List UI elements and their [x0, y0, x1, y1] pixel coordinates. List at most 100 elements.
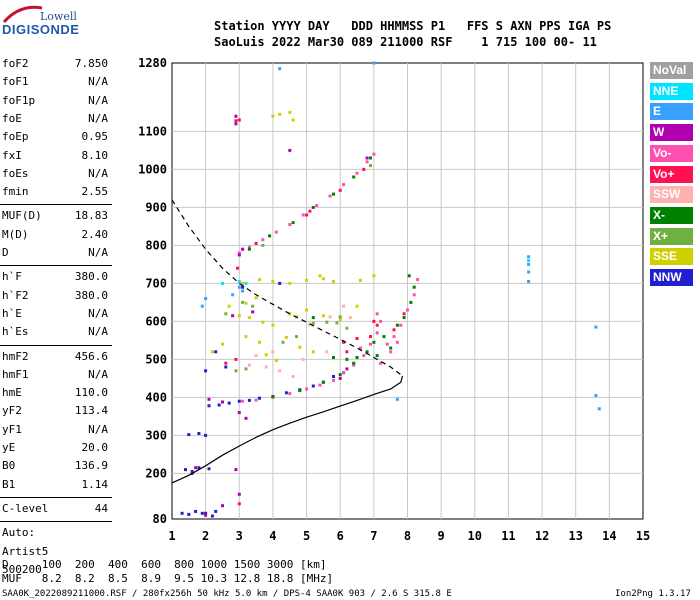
echo-point: [295, 335, 298, 339]
param-value: 0.95: [81, 130, 109, 144]
echo-point: [234, 119, 238, 123]
param-he: h`E N/A: [2, 307, 108, 323]
echo-point: [395, 397, 399, 401]
echo-point: [362, 354, 366, 358]
echo-point: [237, 502, 241, 506]
param-foe: foE N/A: [2, 112, 108, 128]
param-hme: hmE 110.0: [2, 386, 108, 402]
echo-point: [244, 416, 248, 420]
echo-point: [389, 350, 393, 354]
x-tick-label: 15: [636, 529, 650, 543]
param-fof1: foF1 N/A: [2, 75, 108, 91]
echo-point: [342, 371, 346, 375]
echo-point: [224, 361, 228, 365]
echo-point: [392, 335, 396, 339]
echo-point: [311, 384, 315, 388]
param-name: yE: [2, 441, 16, 454]
echo-point: [352, 175, 356, 179]
footer-file-info: SAA0K_2022089211000.RSF / 280fx256h 50 k…: [2, 589, 452, 599]
param-mufd: MUF(D) 18.83: [2, 209, 108, 225]
echo-point: [358, 278, 362, 282]
y-tick-label: 900: [145, 200, 167, 214]
echo-point: [241, 247, 245, 251]
echo-point: [237, 411, 241, 415]
x-tick-label: 6: [337, 529, 344, 543]
echo-point: [214, 350, 218, 354]
echo-point: [221, 342, 224, 346]
echo-point: [345, 367, 349, 371]
echo-point: [399, 323, 403, 327]
echo-point: [214, 509, 218, 513]
echo-point: [362, 167, 366, 171]
y-tick-label: 600: [145, 314, 167, 328]
echo-point: [594, 325, 598, 329]
param-name: MUF(D): [2, 209, 42, 223]
echo-point: [224, 365, 228, 369]
echo-point: [416, 278, 420, 282]
autoscaling-line-3: 500200: [2, 562, 42, 576]
echo-point: [184, 468, 187, 472]
legend-item-nne: NNE: [650, 82, 693, 100]
param-value: 456.6: [74, 349, 108, 363]
echo-point: [254, 354, 258, 358]
echo-point: [241, 281, 245, 285]
param-name: h`Es: [2, 325, 29, 339]
echo-point: [352, 361, 356, 365]
echo-point: [274, 230, 278, 234]
echo-point: [332, 356, 335, 359]
echo-point: [271, 323, 275, 327]
x-tick-label: 8: [404, 529, 411, 543]
param-name: fxI: [2, 148, 22, 162]
echo-point: [325, 320, 329, 324]
echo-point: [409, 300, 413, 304]
header-line-2: SaoLuis 2022 Mar30 089 211000 RSF 1 715 …: [214, 35, 597, 49]
legend-item-vo: Vo+: [650, 165, 693, 183]
echo-point: [288, 223, 292, 226]
echo-point: [244, 367, 248, 371]
echo-point: [305, 213, 309, 217]
param-name: hmF1: [2, 367, 29, 381]
echo-point: [379, 361, 383, 365]
y-tick-label: 1100: [138, 124, 167, 138]
echo-point: [271, 350, 275, 354]
echo-point: [258, 396, 261, 400]
param-value: N/A: [88, 422, 108, 436]
echo-point: [227, 304, 231, 308]
echo-point: [352, 363, 356, 367]
echo-point: [338, 188, 342, 192]
echo-point: [180, 511, 184, 515]
param-fof1p: foF1p N/A: [2, 94, 108, 110]
legend-item-nnw: NNW: [650, 269, 693, 286]
param-b0: B0 136.9: [2, 459, 108, 475]
echo-point: [234, 114, 238, 118]
y-tick-label: 800: [145, 238, 167, 252]
echo-point: [372, 340, 376, 344]
echo-point: [190, 470, 194, 473]
param-value: N/A: [88, 111, 108, 125]
echo-point: [298, 389, 302, 393]
echo-point: [298, 345, 302, 349]
echo-point: [221, 400, 224, 404]
echo-point: [291, 118, 295, 122]
param-name: foF2: [2, 57, 29, 70]
y-tick-label: 200: [145, 466, 167, 480]
x-tick-label: 14: [602, 529, 616, 543]
echo-point: [365, 160, 369, 164]
param-hmf2: hmF2 456.6: [2, 350, 108, 366]
echo-point: [318, 383, 322, 387]
echo-point: [375, 354, 379, 358]
param-value: 380.0: [74, 288, 108, 302]
echo-point: [237, 492, 241, 496]
echo-point: [241, 285, 245, 289]
echo-point: [402, 316, 406, 320]
param-value: 110.0: [74, 386, 108, 400]
param-value: 44: [94, 501, 108, 515]
echo-point: [365, 156, 369, 160]
param-fmin: fmin 2.55: [2, 185, 108, 201]
param-value: 380.0: [74, 270, 108, 284]
profile-extrapolation-curve: [171, 199, 403, 377]
echo-point: [231, 293, 235, 297]
echo-point: [321, 314, 325, 318]
param-name: h`F2: [2, 288, 29, 302]
echo-point: [342, 304, 346, 308]
